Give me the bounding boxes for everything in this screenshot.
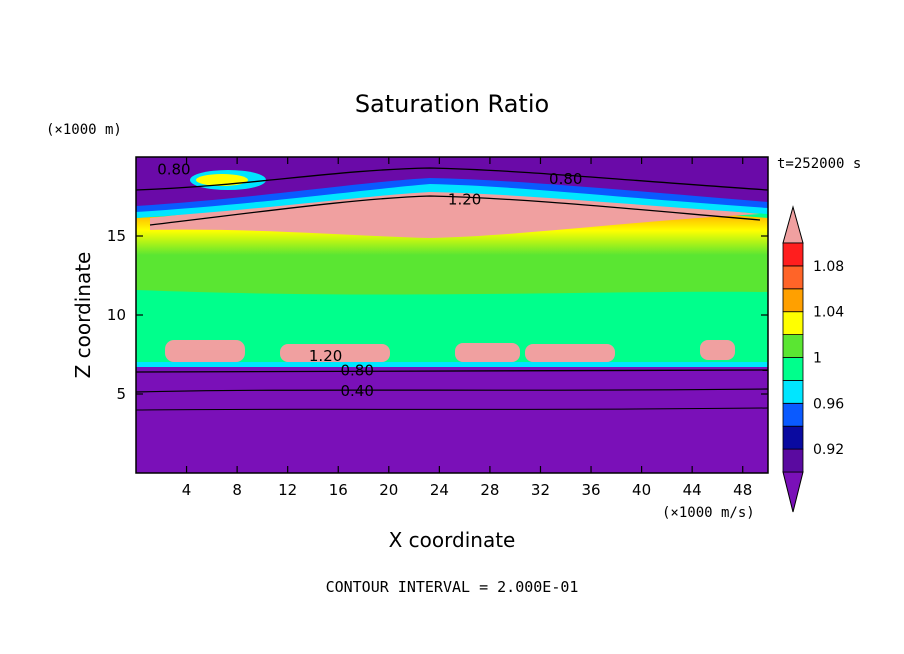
colorbar-bin	[782, 379, 804, 404]
colorbar-tick-label: 0.96	[813, 396, 844, 412]
colorbar-tick-label: 1.08	[813, 259, 844, 275]
x-tick-label: 44	[683, 481, 702, 499]
colorbar-bin	[782, 402, 804, 427]
colorbar-tick-label: 1.04	[813, 305, 844, 321]
contour-label: 0.80	[340, 361, 373, 379]
y-tick-label: 10	[107, 306, 126, 324]
x-tick-label: 8	[232, 481, 242, 499]
time-label: t=252000 s	[777, 156, 861, 172]
colorbar-over-triangle	[782, 205, 804, 244]
colorbar-bin	[782, 334, 804, 358]
x-tick-label: 4	[182, 481, 192, 499]
x-tick-label: 24	[430, 481, 449, 499]
x-tick-label: 20	[379, 481, 398, 499]
colorbar-bin	[782, 311, 804, 336]
x-axis: 4 8 12 16 20 24 28 32 36 40 44 48	[182, 157, 752, 499]
contour-label: 0.80	[157, 161, 190, 179]
colorbar-bin	[782, 425, 804, 450]
x-tick-label: 28	[480, 481, 499, 499]
x-tick-label: 16	[329, 481, 348, 499]
contour-label: 0.80	[549, 170, 582, 188]
colorbar: 0.92 0.96 1 1.04 1.08	[782, 205, 844, 513]
x-tick-label: 48	[733, 481, 752, 499]
x-unit-label: (×1000 m/s)	[662, 505, 755, 521]
x-tick-label: 40	[632, 481, 651, 499]
colorbar-bin	[782, 288, 804, 313]
contour-labels: 0.800.801.201.200.800.40	[157, 161, 582, 400]
y-axis: 5 10 15	[107, 227, 768, 403]
contour-label: 1.20	[448, 191, 481, 209]
y-axis-label: Z coordinate	[71, 252, 95, 379]
y-tick-label: 15	[107, 227, 126, 245]
colorbar-bin	[782, 265, 804, 290]
colorbar-bin	[782, 242, 804, 267]
y-tick-label: 5	[116, 385, 126, 403]
saturation-field	[136, 157, 768, 473]
contour-label: 0.40	[340, 382, 373, 400]
x-tick-label: 12	[278, 481, 297, 499]
contour-label: 1.20	[309, 347, 342, 365]
colorbar-under-triangle	[782, 471, 804, 513]
x-axis-label: X coordinate	[389, 528, 516, 552]
colorbar-bin	[782, 448, 804, 473]
colorbar-bin	[782, 357, 804, 381]
contour-interval-footer: CONTOUR INTERVAL = 2.000E-01	[326, 578, 579, 596]
colorbar-tick-label: 1	[813, 351, 822, 367]
x-tick-label: 36	[581, 481, 600, 499]
y-unit-label: (×1000 m)	[46, 122, 122, 138]
x-tick-label: 32	[531, 481, 550, 499]
colorbar-tick-label: 0.92	[813, 442, 844, 458]
chart-title: Saturation Ratio	[355, 90, 549, 118]
